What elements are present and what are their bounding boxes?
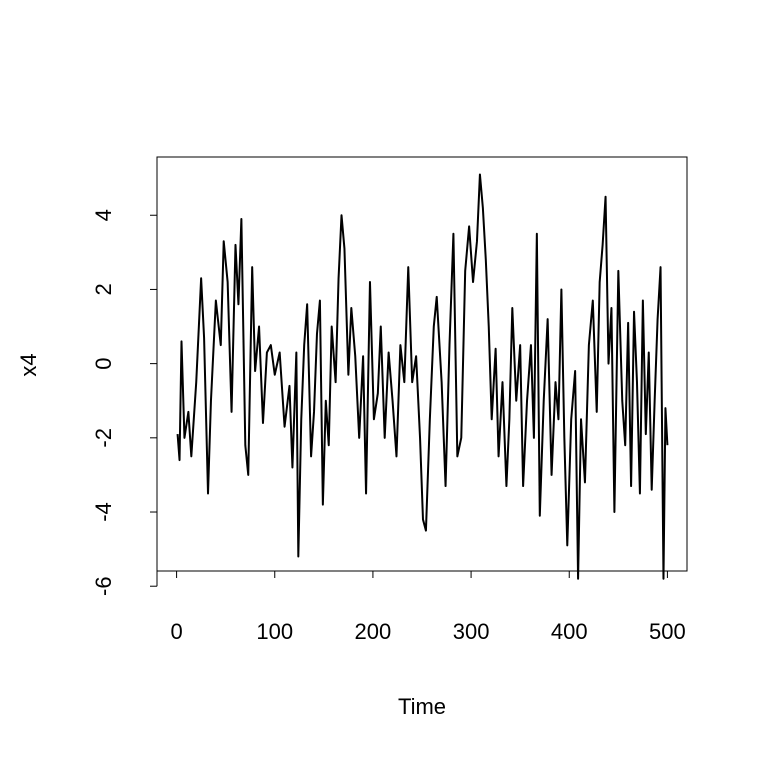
- x-tick-label: 300: [453, 619, 490, 644]
- y-tick-label: 2: [91, 283, 116, 295]
- y-tick-label: -6: [91, 576, 116, 596]
- y-tick-label: -2: [91, 428, 116, 448]
- series-line: [176, 173, 669, 580]
- y-tick-label: 4: [91, 209, 116, 221]
- x-axis-label: Time: [398, 694, 446, 719]
- y-axis-label: x4: [16, 353, 41, 376]
- x-tick-label: 0: [170, 619, 182, 644]
- y-tick-label: -4: [91, 502, 116, 522]
- x-tick-label: 100: [256, 619, 293, 644]
- x-tick-label: 500: [649, 619, 686, 644]
- x-tick-label: 400: [551, 619, 588, 644]
- y-tick-label: 0: [91, 358, 116, 370]
- x-tick-label: 200: [355, 619, 392, 644]
